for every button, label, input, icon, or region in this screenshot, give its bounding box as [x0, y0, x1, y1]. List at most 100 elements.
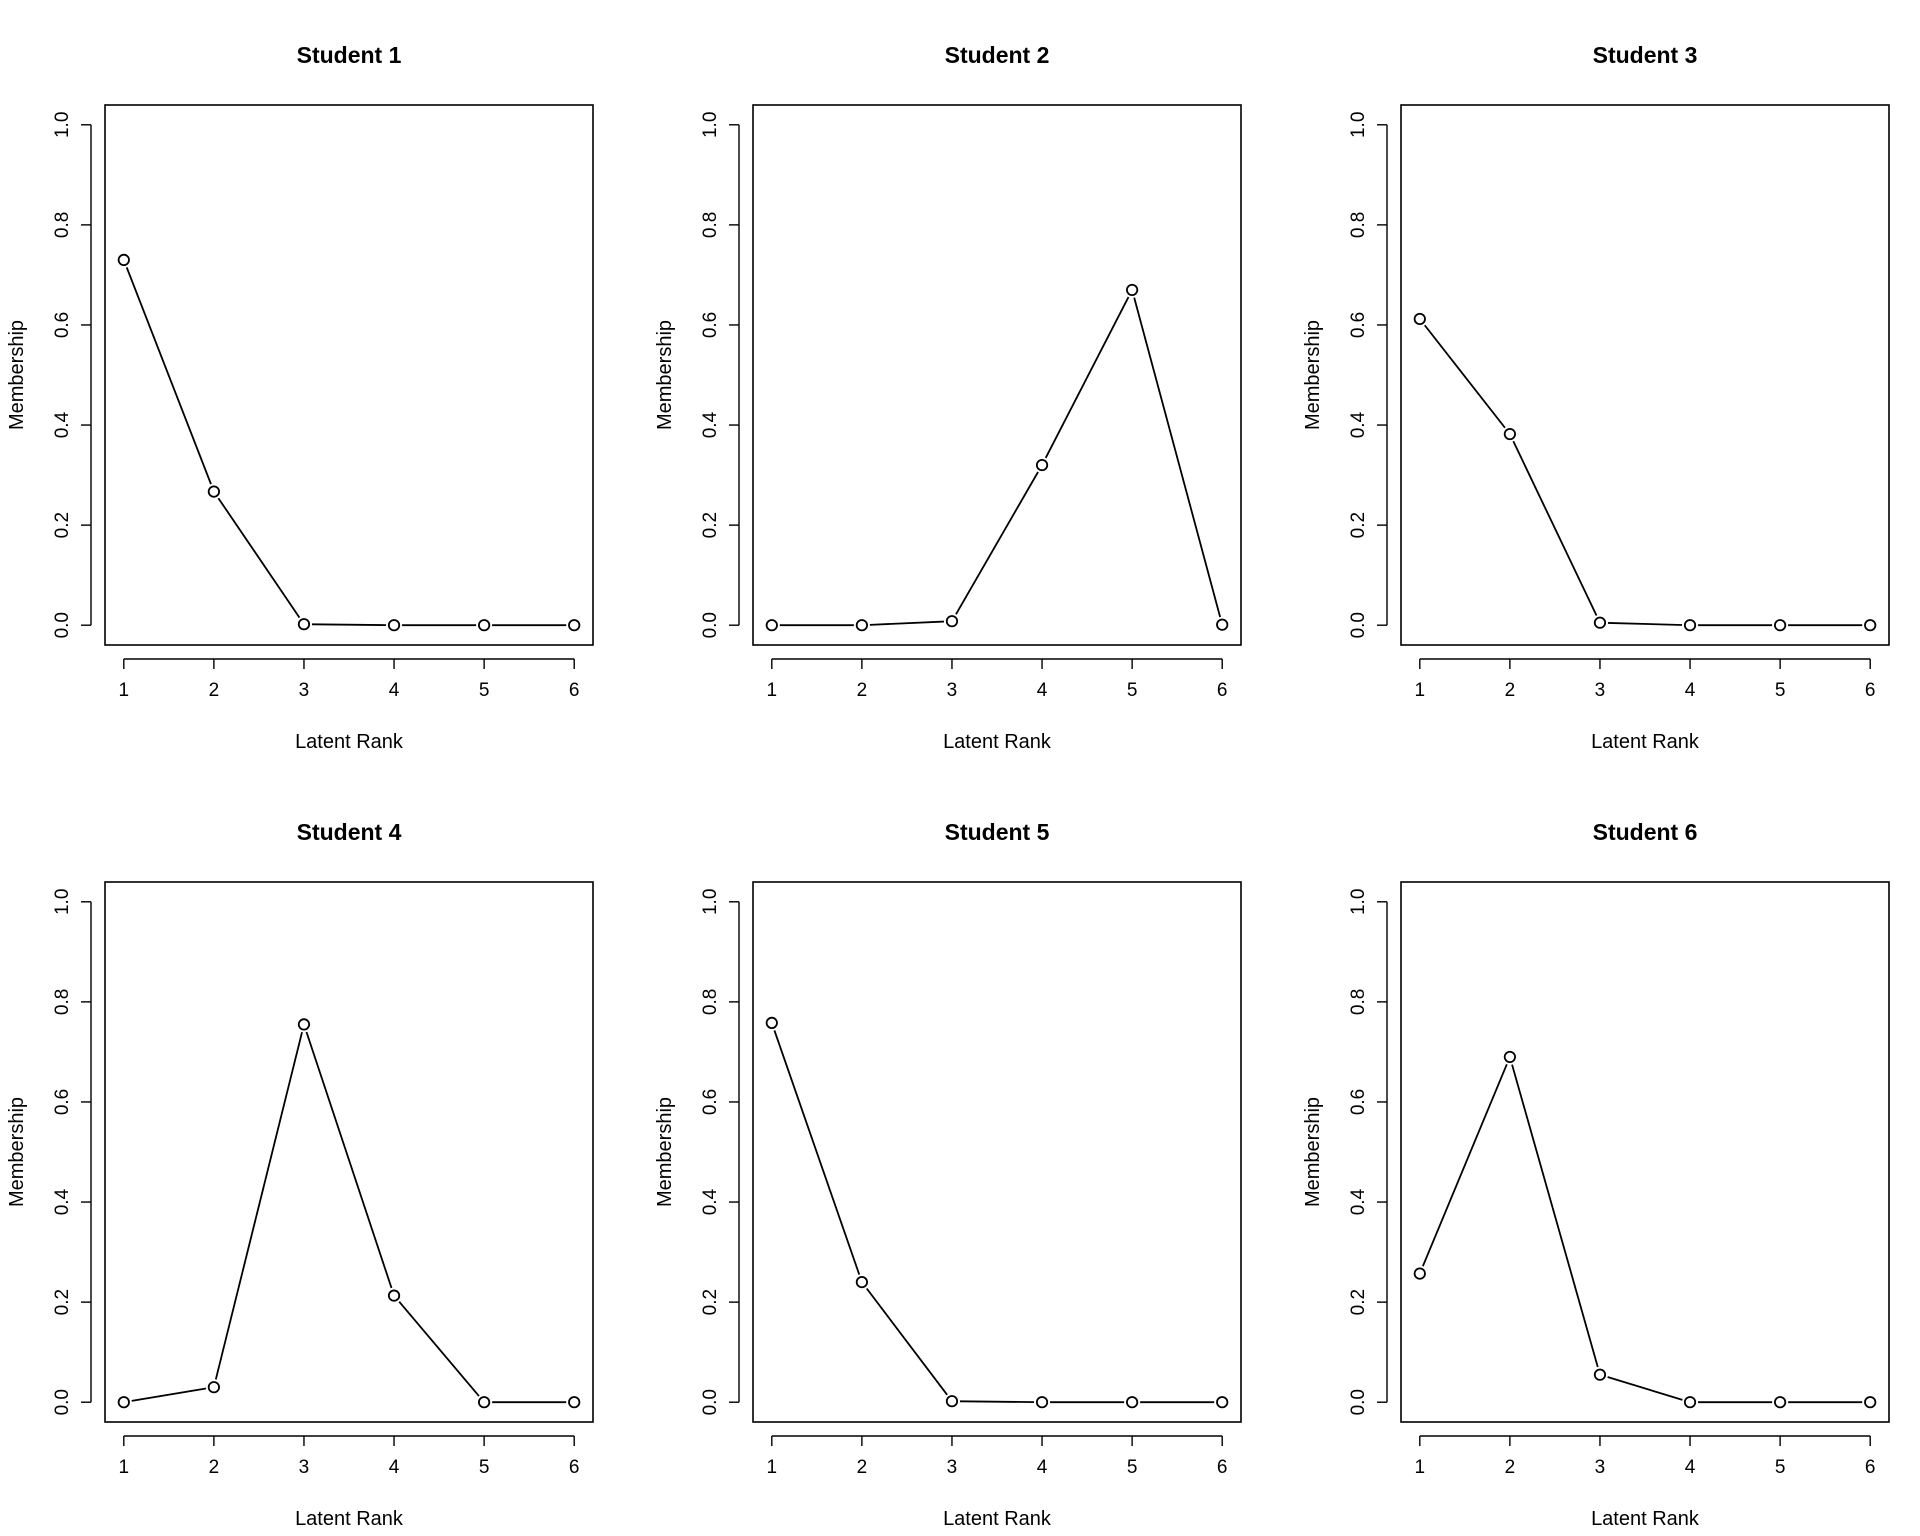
data-point [1774, 1396, 1787, 1409]
series-line-segment [1422, 1063, 1508, 1267]
x-tick-label: 4 [389, 680, 400, 701]
series-line-segment [955, 471, 1039, 615]
y-axis-title: Membership [1302, 320, 1324, 430]
data-point [1683, 619, 1697, 632]
data-point [387, 619, 401, 632]
y-tick-label: 0.4 [1348, 1188, 1369, 1215]
series-line-segment [398, 1301, 480, 1397]
y-tick-label: 0.2 [700, 512, 721, 538]
x-tick-label: 3 [1595, 680, 1606, 701]
x-tick-label: 6 [1217, 1457, 1228, 1478]
x-axis-title: Latent Rank [943, 731, 1052, 753]
series-line-segment [1044, 296, 1130, 459]
data-point [1683, 1396, 1697, 1409]
x-tick-label: 5 [1775, 680, 1786, 701]
data-point [765, 619, 778, 632]
data-point [1503, 427, 1516, 441]
data-point [387, 1289, 401, 1302]
data-point [1864, 619, 1877, 632]
y-axis-title: Membership [654, 1097, 676, 1207]
data-point [855, 619, 868, 632]
x-tick-label: 6 [1865, 680, 1876, 701]
plot-frame [752, 104, 1242, 646]
data-point [568, 1396, 581, 1409]
data-point [117, 253, 130, 267]
data-point [1503, 1050, 1516, 1064]
y-tick-label: 0.0 [700, 1389, 721, 1415]
chart-title: Student 4 [297, 819, 402, 845]
y-tick-label: 1.0 [52, 889, 73, 915]
x-tick-label: 3 [1595, 1457, 1606, 1478]
chart-panel-1: Student 1 1 2 3 4 5 6 Latent Rank 0.0 0.2 0.4 0.6 0.… [6, 42, 594, 753]
y-tick-label: 1.0 [1348, 889, 1369, 915]
x-tick-label: 1 [767, 680, 778, 701]
x-axis-title: Latent Rank [295, 1508, 404, 1530]
chart-title: Student 3 [1593, 42, 1698, 68]
y-axis-title: Membership [6, 320, 28, 430]
y-tick-label: 1.0 [700, 112, 721, 138]
x-tick-label: 3 [299, 680, 310, 701]
data-point [1216, 618, 1229, 631]
series-line-segment [1607, 1376, 1683, 1401]
series-line-segment [125, 267, 212, 485]
y-tick-label: 0.2 [52, 512, 73, 538]
x-tick-label: 2 [1505, 680, 1516, 701]
x-tick-label: 2 [857, 1457, 868, 1478]
y-tick-label: 0.6 [700, 1089, 721, 1115]
data-point [207, 1381, 220, 1394]
x-tick-label: 3 [947, 680, 958, 701]
x-tick-label: 5 [1127, 1457, 1138, 1478]
x-tick-label: 6 [569, 680, 580, 701]
y-tick-label: 0.6 [52, 1089, 73, 1115]
data-point [1413, 1267, 1426, 1280]
y-tick-label: 0.6 [700, 312, 721, 338]
data-point [297, 618, 311, 631]
x-tick-label: 5 [479, 1457, 490, 1478]
y-tick-label: 1.0 [700, 889, 721, 915]
y-tick-label: 0.2 [700, 1289, 721, 1315]
chart-panel-4: Student 4 1 2 3 4 5 6 Latent Rank 0.0 0.2 0.4 0.6 0.… [6, 819, 594, 1530]
data-point [1035, 458, 1049, 472]
x-tick-label: 6 [1865, 1457, 1876, 1478]
y-tick-label: 0.4 [1348, 411, 1369, 438]
series-line-segment [1133, 297, 1221, 618]
x-axis-title: Latent Rank [295, 731, 404, 753]
y-tick-label: 1.0 [52, 112, 73, 138]
chart-panel-2: Student 2 1 2 3 4 5 6 Latent Rank 0.0 0.2 0.4 0.6 0.… [654, 42, 1242, 753]
x-tick-label: 1 [1415, 680, 1426, 701]
x-tick-label: 4 [1685, 680, 1696, 701]
y-tick-label: 0.8 [1348, 212, 1369, 238]
chart-title: Student 1 [297, 42, 402, 68]
x-axis-title: Latent Rank [1591, 731, 1700, 753]
y-tick-label: 0.8 [700, 989, 721, 1015]
y-tick-label: 0.0 [52, 1389, 73, 1415]
x-tick-label: 6 [1217, 680, 1228, 701]
y-tick-label: 0.4 [700, 411, 721, 438]
y-tick-label: 0.0 [1348, 1389, 1369, 1415]
x-tick-label: 5 [479, 680, 490, 701]
data-point [855, 1276, 868, 1289]
y-axis-title: Membership [1302, 1097, 1324, 1207]
data-point [1593, 1368, 1607, 1381]
x-tick-label: 4 [1037, 680, 1048, 701]
y-tick-label: 0.8 [52, 212, 73, 238]
y-tick-label: 0.8 [1348, 989, 1369, 1015]
y-tick-label: 0.6 [1348, 312, 1369, 338]
x-axis-title: Latent Rank [943, 1508, 1052, 1530]
plot-frame [104, 881, 594, 1423]
y-tick-label: 0.2 [1348, 512, 1369, 538]
y-tick-label: 0.4 [52, 1188, 73, 1215]
y-tick-label: 0.4 [700, 1188, 721, 1215]
plot-frame [752, 881, 1242, 1423]
data-point [765, 1016, 778, 1029]
x-tick-label: 4 [1685, 1457, 1696, 1478]
x-tick-label: 3 [947, 1457, 958, 1478]
data-point [478, 619, 491, 632]
x-tick-label: 5 [1775, 1457, 1786, 1478]
chart-panel-3: Student 3 1 2 3 4 5 6 Latent Rank 0.0 0.2 0.4 0.6 0.… [1302, 42, 1890, 753]
chart-title: Student 6 [1593, 819, 1698, 845]
data-point [478, 1396, 491, 1409]
plot-frame [1400, 104, 1890, 646]
y-tick-label: 1.0 [1348, 112, 1369, 138]
